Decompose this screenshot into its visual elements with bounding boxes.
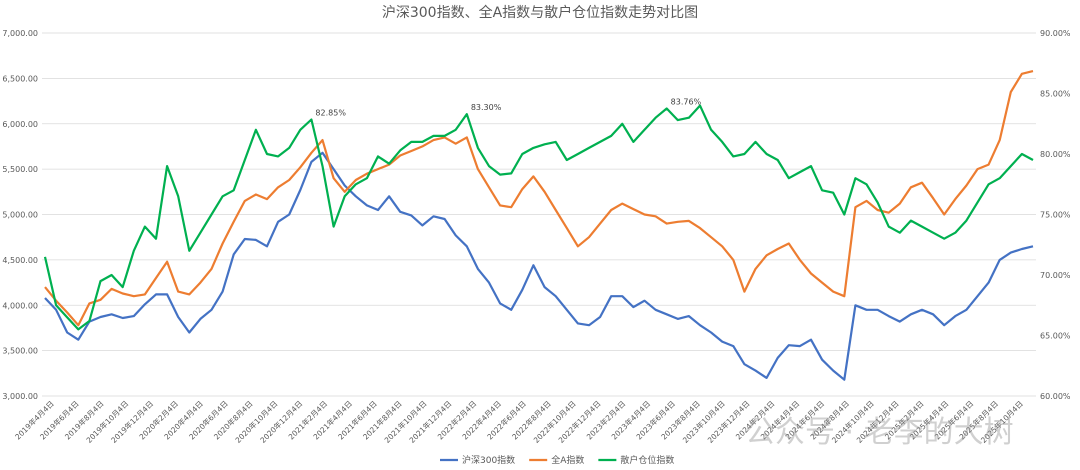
y-left-tick-label: 4,500.00	[2, 256, 38, 265]
y-left-tick-label: 6,500.00	[2, 74, 38, 83]
grid-lines	[42, 32, 1036, 397]
y-left-tick-label: 3,000.00	[2, 392, 38, 401]
watermark: 公众号 · 老李的大树	[745, 415, 1014, 450]
y-right-tick-label: 90.00%	[1040, 29, 1071, 38]
x-tick-label: 2019年12月4日	[109, 398, 156, 445]
legend[interactable]: 沪深300指数 全A指数 散户仓位指数	[440, 454, 674, 466]
x-tick-label: 2022年12月4日	[556, 398, 603, 445]
series-line-3	[43, 104, 1034, 331]
data-label: 83.30%	[471, 103, 502, 112]
x-tick-label: 2019年10月4日	[84, 398, 131, 445]
y-left-tick-label: 7,000.00	[2, 29, 38, 38]
y-right-tick-label: 80.00%	[1040, 150, 1071, 159]
legend-label[interactable]: 散户仓位指数	[620, 454, 674, 466]
annotations: 82.85% 83.30% 83.76%	[315, 98, 701, 118]
y-right-tick-label: 60.00%	[1040, 392, 1071, 401]
data-label: 82.85%	[315, 109, 346, 118]
y-right-tick-label: 75.00%	[1040, 211, 1071, 220]
data-label: 83.76%	[671, 98, 702, 107]
y-axis-right: 60.00% 65.00% 70.00% 75.00% 80.00% 85.00% 90.0…	[1040, 29, 1071, 401]
y-left-tick-label: 4,000.00	[2, 301, 38, 310]
x-tick-label: 2020年10月4日	[233, 398, 280, 445]
x-tick-label: 2022年10月4日	[531, 398, 578, 445]
series-line-2	[44, 70, 1034, 327]
series-line-1	[44, 151, 1034, 381]
chart-title: 沪深300指数、全A指数与散户仓位指数走势对比图	[382, 4, 698, 21]
y-right-tick-label: 70.00%	[1040, 271, 1071, 280]
y-left-tick-label: 5,500.00	[2, 165, 38, 174]
legend-label[interactable]: 全A指数	[551, 454, 584, 466]
y-right-tick-label: 85.00%	[1040, 90, 1071, 99]
y-left-tick-label: 3,500.00	[2, 347, 38, 356]
legend-label[interactable]: 沪深300指数	[462, 454, 515, 466]
y-left-tick-label: 6,000.00	[2, 120, 38, 129]
series-group	[43, 70, 1034, 381]
y-left-tick-label: 5,000.00	[2, 211, 38, 220]
x-tick-label: 2023年10月4日	[680, 398, 727, 445]
x-tick-label: 2021年10月4日	[382, 398, 429, 445]
x-tick-label: 2020年12月4日	[258, 398, 305, 445]
x-tick-label: 2021年12月4日	[407, 398, 454, 445]
y-axis-left: 3,000.00 3,500.00 4,000.00 4,500.00 5,000.00…	[2, 29, 38, 401]
y-right-tick-label: 65.00%	[1040, 332, 1071, 341]
